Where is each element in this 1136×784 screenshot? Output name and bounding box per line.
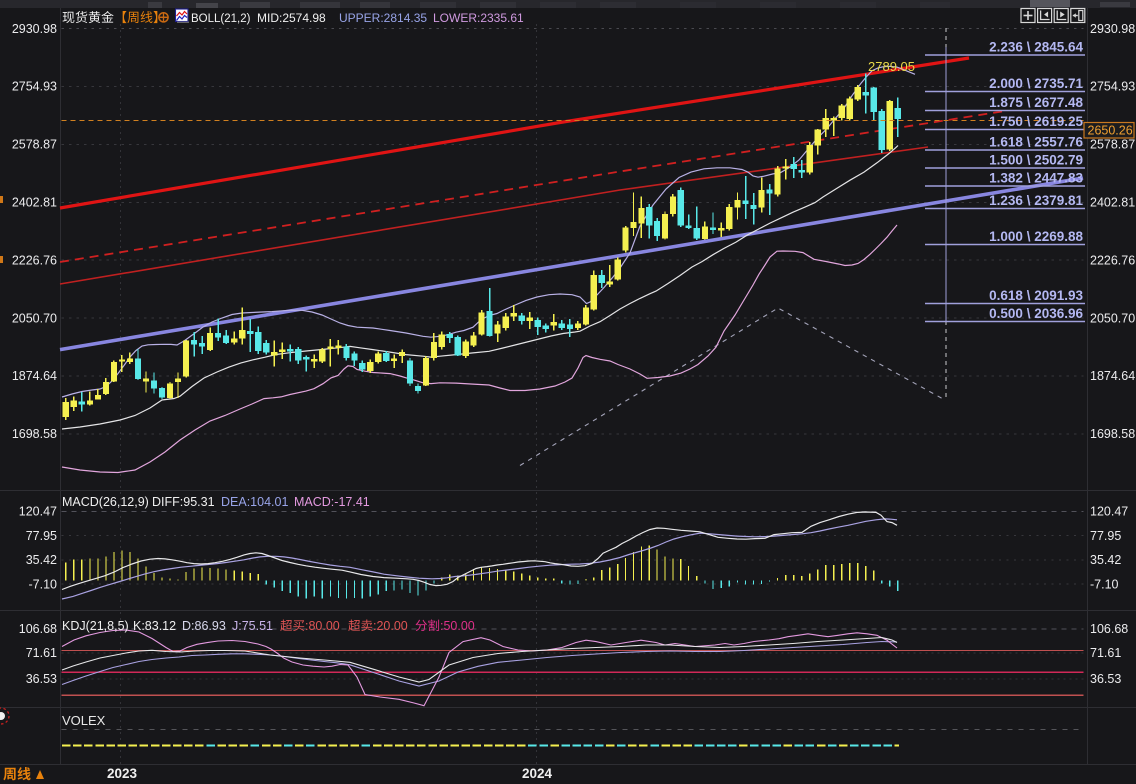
svg-text:71.61: 71.61 bbox=[1090, 646, 1121, 660]
svg-text:106.68: 106.68 bbox=[1090, 622, 1128, 636]
svg-text:2789.05: 2789.05 bbox=[868, 59, 915, 74]
svg-text:2578.87: 2578.87 bbox=[12, 138, 57, 152]
svg-text:1874.64: 1874.64 bbox=[1090, 369, 1135, 383]
svg-text:2402.81: 2402.81 bbox=[1090, 196, 1135, 210]
svg-text:2578.87: 2578.87 bbox=[1090, 138, 1135, 152]
svg-text:2226.76: 2226.76 bbox=[1090, 253, 1135, 267]
svg-text:1.875 \ 2677.48: 1.875 \ 2677.48 bbox=[989, 95, 1083, 110]
svg-text:2930.98: 2930.98 bbox=[1090, 22, 1135, 36]
svg-text:71.61: 71.61 bbox=[26, 646, 57, 660]
svg-text:-7.10: -7.10 bbox=[1090, 577, 1119, 591]
svg-text:DEA:104.01: DEA:104.01 bbox=[221, 495, 288, 509]
svg-text:D:86.93: D:86.93 bbox=[182, 619, 226, 633]
svg-text:77.95: 77.95 bbox=[26, 529, 57, 543]
svg-text:2930.98: 2930.98 bbox=[12, 22, 57, 36]
svg-text:1.382 \ 2447.83: 1.382 \ 2447.83 bbox=[989, 171, 1083, 186]
svg-text::50.00: :50.00 bbox=[440, 619, 475, 633]
svg-text:1.500 \ 2502.79: 1.500 \ 2502.79 bbox=[989, 153, 1083, 168]
svg-text:1.750 \ 2619.25: 1.750 \ 2619.25 bbox=[989, 114, 1083, 129]
svg-text:K:83.12: K:83.12 bbox=[133, 619, 176, 633]
svg-text:2.236 \ 2845.64: 2.236 \ 2845.64 bbox=[989, 40, 1083, 55]
svg-text::20.00: :20.00 bbox=[373, 619, 408, 633]
svg-text:0.500 \ 2036.96: 0.500 \ 2036.96 bbox=[989, 306, 1083, 321]
svg-text:36.53: 36.53 bbox=[26, 672, 57, 686]
svg-text:1698.58: 1698.58 bbox=[1090, 427, 1135, 441]
svg-text:-7.10: -7.10 bbox=[29, 577, 58, 591]
svg-text:1.236 \ 2379.81: 1.236 \ 2379.81 bbox=[989, 193, 1083, 208]
svg-text:2402.81: 2402.81 bbox=[12, 196, 57, 210]
svg-text:120.47: 120.47 bbox=[19, 505, 57, 519]
svg-text:2754.93: 2754.93 bbox=[1090, 80, 1135, 94]
svg-text:0.618 \ 2091.93: 0.618 \ 2091.93 bbox=[989, 288, 1083, 303]
svg-text:2650.26: 2650.26 bbox=[1088, 124, 1133, 138]
svg-text:MACD(26,12,9): MACD(26,12,9) bbox=[62, 495, 149, 509]
svg-text:106.68: 106.68 bbox=[19, 622, 57, 636]
svg-text:1874.64: 1874.64 bbox=[12, 369, 57, 383]
svg-text:1.618 \ 2557.76: 1.618 \ 2557.76 bbox=[989, 135, 1083, 150]
svg-text:UPPER:2814.35: UPPER:2814.35 bbox=[339, 11, 427, 25]
svg-text:2.000 \ 2735.71: 2.000 \ 2735.71 bbox=[989, 76, 1083, 91]
svg-text:2050.70: 2050.70 bbox=[12, 311, 57, 325]
svg-text:2050.70: 2050.70 bbox=[1090, 311, 1135, 325]
svg-text:DIFF:95.31: DIFF:95.31 bbox=[152, 495, 215, 509]
svg-text:LOWER:2335.61: LOWER:2335.61 bbox=[433, 11, 524, 25]
svg-text:VOLEX: VOLEX bbox=[62, 713, 106, 728]
svg-text:35.42: 35.42 bbox=[1090, 553, 1121, 567]
svg-text:77.95: 77.95 bbox=[1090, 529, 1121, 543]
svg-text:BOLL(21,2): BOLL(21,2) bbox=[191, 13, 251, 25]
svg-text:2023: 2023 bbox=[107, 766, 138, 781]
svg-text:KDJ(21,8,5): KDJ(21,8,5) bbox=[62, 619, 129, 633]
svg-text:MID:2574.98: MID:2574.98 bbox=[257, 11, 326, 25]
svg-text:J:75.51: J:75.51 bbox=[232, 619, 273, 633]
svg-text:MACD:-17.41: MACD:-17.41 bbox=[294, 495, 370, 509]
svg-text:120.47: 120.47 bbox=[1090, 505, 1128, 519]
svg-text:1698.58: 1698.58 bbox=[12, 427, 57, 441]
svg-text:35.42: 35.42 bbox=[26, 553, 57, 567]
svg-text:2226.76: 2226.76 bbox=[12, 253, 57, 267]
svg-text:2754.93: 2754.93 bbox=[12, 80, 57, 94]
svg-text:2024: 2024 bbox=[522, 766, 553, 781]
svg-text::80.00: :80.00 bbox=[305, 619, 340, 633]
svg-text:1.000 \ 2269.88: 1.000 \ 2269.88 bbox=[989, 229, 1083, 244]
svg-text:36.53: 36.53 bbox=[1090, 672, 1121, 686]
